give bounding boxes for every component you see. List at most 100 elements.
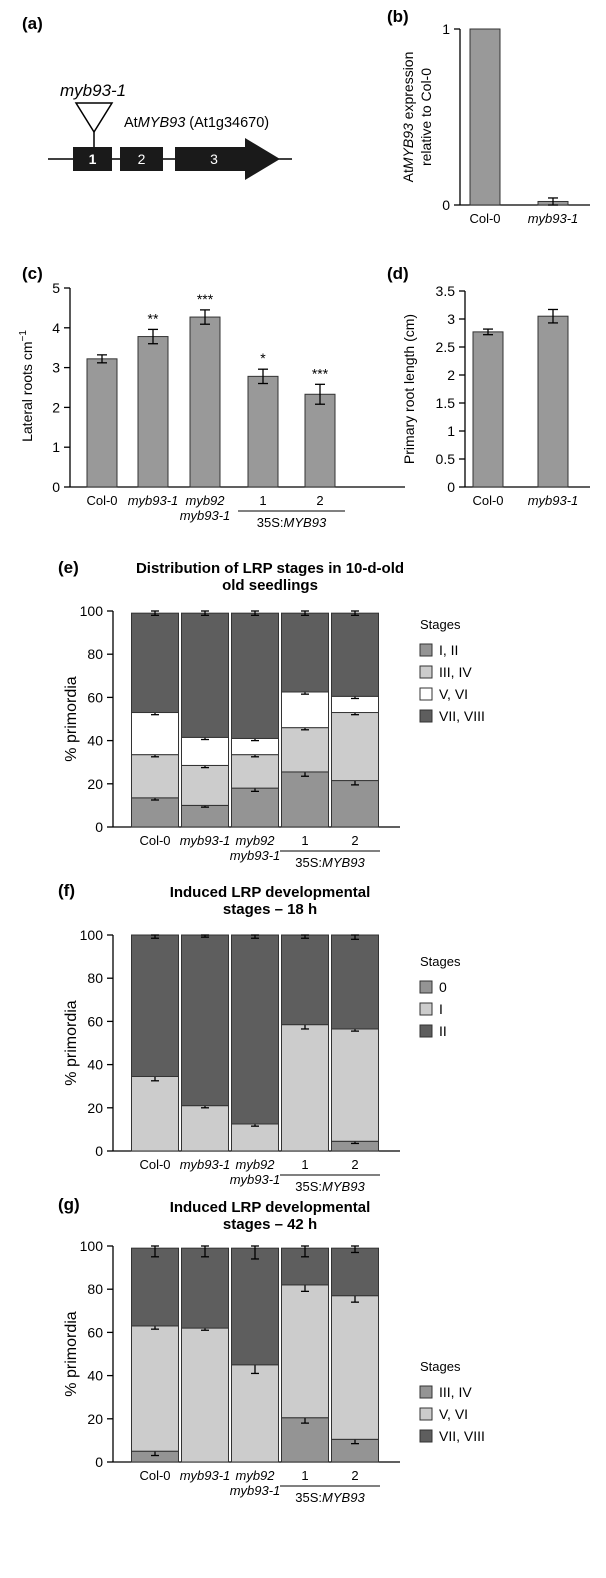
bar-segment: [331, 612, 379, 697]
y-tick-label: 1: [52, 439, 60, 455]
legend-label: VII, VIII: [439, 1428, 485, 1444]
significance-marker: *: [260, 350, 266, 366]
bar-segment: [331, 1028, 379, 1142]
y-tick-label: 2.5: [436, 339, 456, 355]
legend-label: II: [439, 1023, 447, 1039]
category-label: Col-0: [86, 493, 117, 508]
bar-segment: [281, 612, 329, 693]
y-tick-label: 40: [87, 1368, 103, 1384]
y-axis-label: Lateral roots cm−1: [18, 330, 35, 442]
bar-segment: [231, 1247, 279, 1366]
bar-segment: [331, 934, 379, 1030]
group-label: 35S:MYB93: [257, 515, 327, 530]
category-label: 1: [301, 1157, 308, 1172]
y-tick-label: 0.5: [436, 451, 456, 467]
significance-marker: **: [148, 310, 159, 326]
bar-segment: [331, 780, 379, 828]
t-dna-triangle: [74, 102, 114, 134]
y-tick-label: 0: [95, 1143, 103, 1159]
significance-marker: ***: [197, 291, 214, 307]
exon-2-label: 2: [138, 151, 146, 167]
chart-title-line2: stages – 18 h: [223, 901, 317, 918]
y-axis-label: Primary root length (cm): [401, 314, 417, 464]
bar-segment: [131, 612, 179, 714]
y-tick-label: 60: [87, 689, 103, 705]
chart-title: Induced LRP developmental: [170, 884, 371, 901]
y-tick-label: 0: [95, 819, 103, 835]
bar-segment: [231, 787, 279, 828]
bar: [537, 315, 569, 488]
bar: [472, 331, 504, 488]
category-label: 2: [316, 493, 323, 508]
legend-swatch: [419, 1024, 433, 1038]
bar-segment: [181, 1105, 229, 1152]
legend-swatch: [419, 709, 433, 723]
category-label: 1: [259, 493, 266, 508]
bar-segment: [331, 712, 379, 782]
insertion-label: myb93-1: [60, 81, 126, 100]
y-tick-label: 20: [87, 1411, 103, 1427]
y-tick-label: 20: [87, 776, 103, 792]
y-tick-label: 100: [80, 927, 104, 943]
category-label-line2: myb93-1: [230, 1172, 281, 1187]
category-label: myb93-1: [528, 211, 579, 226]
y-tick-label: 1.5: [436, 395, 456, 411]
bar-segment: [281, 691, 329, 729]
panel-letter: (d): [387, 264, 409, 283]
panel-a-letter: (a): [22, 14, 43, 33]
exon-2: [120, 147, 163, 171]
category-label: myb93-1: [180, 1157, 231, 1172]
category-label: 1: [301, 1468, 308, 1483]
legend-label: III, IV: [439, 1384, 472, 1400]
y-axis-label: % primordia: [63, 1000, 80, 1085]
category-label: myb92: [235, 1468, 275, 1483]
bar-segment: [331, 1295, 379, 1440]
y-axis-label-line2: relative to Col-0: [418, 68, 434, 166]
bar-segment: [181, 736, 229, 766]
bar-segment: [231, 1123, 279, 1152]
bar-segment: [281, 727, 329, 773]
category-label: Col-0: [469, 211, 500, 226]
category-label: myb92: [235, 833, 275, 848]
legend-title: Stages: [420, 954, 461, 969]
y-axis-label: AtMYB93 expression: [400, 52, 416, 183]
legend-label: 0: [439, 979, 447, 995]
bar-segment: [181, 764, 229, 806]
bar-segment: [331, 1247, 379, 1297]
exon-3-label: 3: [210, 151, 218, 167]
bar-segment: [131, 754, 179, 799]
bar-segment: [281, 934, 329, 1026]
category-label: Col-0: [139, 833, 170, 848]
legend-label: VII, VIII: [439, 708, 485, 724]
legend-label: V, VI: [439, 686, 468, 702]
bar-segment: [181, 612, 229, 738]
category-label-line2: myb93-1: [180, 508, 231, 523]
category-label: myb93-1: [528, 493, 579, 508]
y-tick-label: 3.5: [436, 283, 456, 299]
panel-b: 0 1 Col-0 myb93-1 (b) AtMYB93 expression relat…: [387, 7, 590, 226]
legend-swatch: [419, 643, 433, 657]
chart-title-line2: old seedlings: [222, 577, 318, 594]
y-axis-label: % primordia: [63, 676, 80, 761]
y-tick-label: 80: [87, 970, 103, 986]
legend-swatch: [419, 665, 433, 679]
chart-title: Induced LRP developmental: [170, 1199, 371, 1216]
exon-1: [73, 147, 112, 171]
panel-letter: (b): [387, 7, 409, 26]
panel-letter: (f): [58, 881, 75, 900]
bar-segment: [231, 934, 279, 1125]
gene-label: AtMYB93 (At1g34670): [124, 115, 269, 131]
y-tick-label: 1: [442, 21, 450, 37]
category-label: 2: [351, 1157, 358, 1172]
category-label: 2: [351, 833, 358, 848]
legend-label: III, IV: [439, 664, 472, 680]
bar-segment: [231, 754, 279, 789]
bar-segment: [131, 1075, 179, 1152]
y-tick-label: 4: [52, 320, 60, 336]
exon-3-arrow: [175, 138, 280, 180]
panel-letter: (e): [58, 558, 79, 577]
y-tick-label: 60: [87, 1324, 103, 1340]
y-tick-label: 5: [52, 280, 60, 296]
